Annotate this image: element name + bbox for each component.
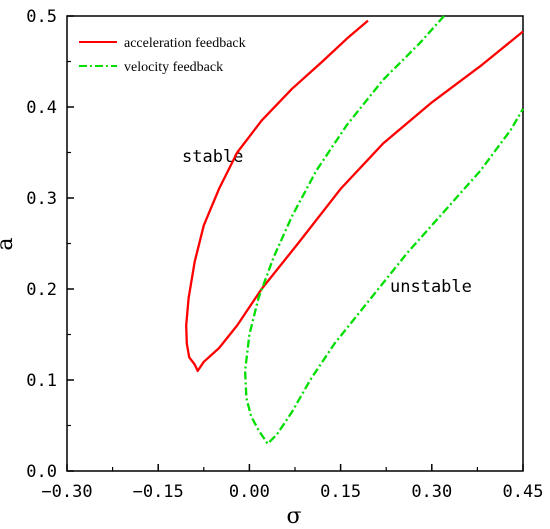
y-tick-label: 0.2	[26, 280, 57, 300]
x-tick-label: 0.00	[229, 482, 270, 502]
y-tick-label: 0.4	[26, 98, 57, 118]
x-tick-label: 0.30	[411, 482, 452, 502]
y-tick-label: 0.3	[26, 189, 57, 209]
x-tick-label: 0.45	[503, 482, 544, 502]
y-tick-label: 0.0	[26, 462, 57, 482]
series-line-acceleration-feedback	[185, 19, 524, 373]
annotation-stable: stable	[182, 147, 243, 167]
annotation-unstable: unstable	[390, 277, 472, 297]
y-tick-label: 0.5	[26, 7, 57, 27]
y-tick-label: 0.1	[26, 371, 57, 391]
legend-label-acceleration: acceleration feedback	[124, 36, 246, 51]
x-tick-label: −0.30	[41, 482, 92, 502]
x-tick-label: −0.15	[133, 482, 184, 502]
legend-label-velocity: velocity feedback	[124, 60, 223, 75]
legend: acceleration feedback velocity feedback	[79, 36, 246, 75]
x-axis-label: σ	[286, 504, 301, 529]
y-axis-label: a	[0, 237, 18, 250]
series-line-velocity-feedback	[243, 15, 524, 445]
x-tick-label: 0.15	[320, 482, 361, 502]
